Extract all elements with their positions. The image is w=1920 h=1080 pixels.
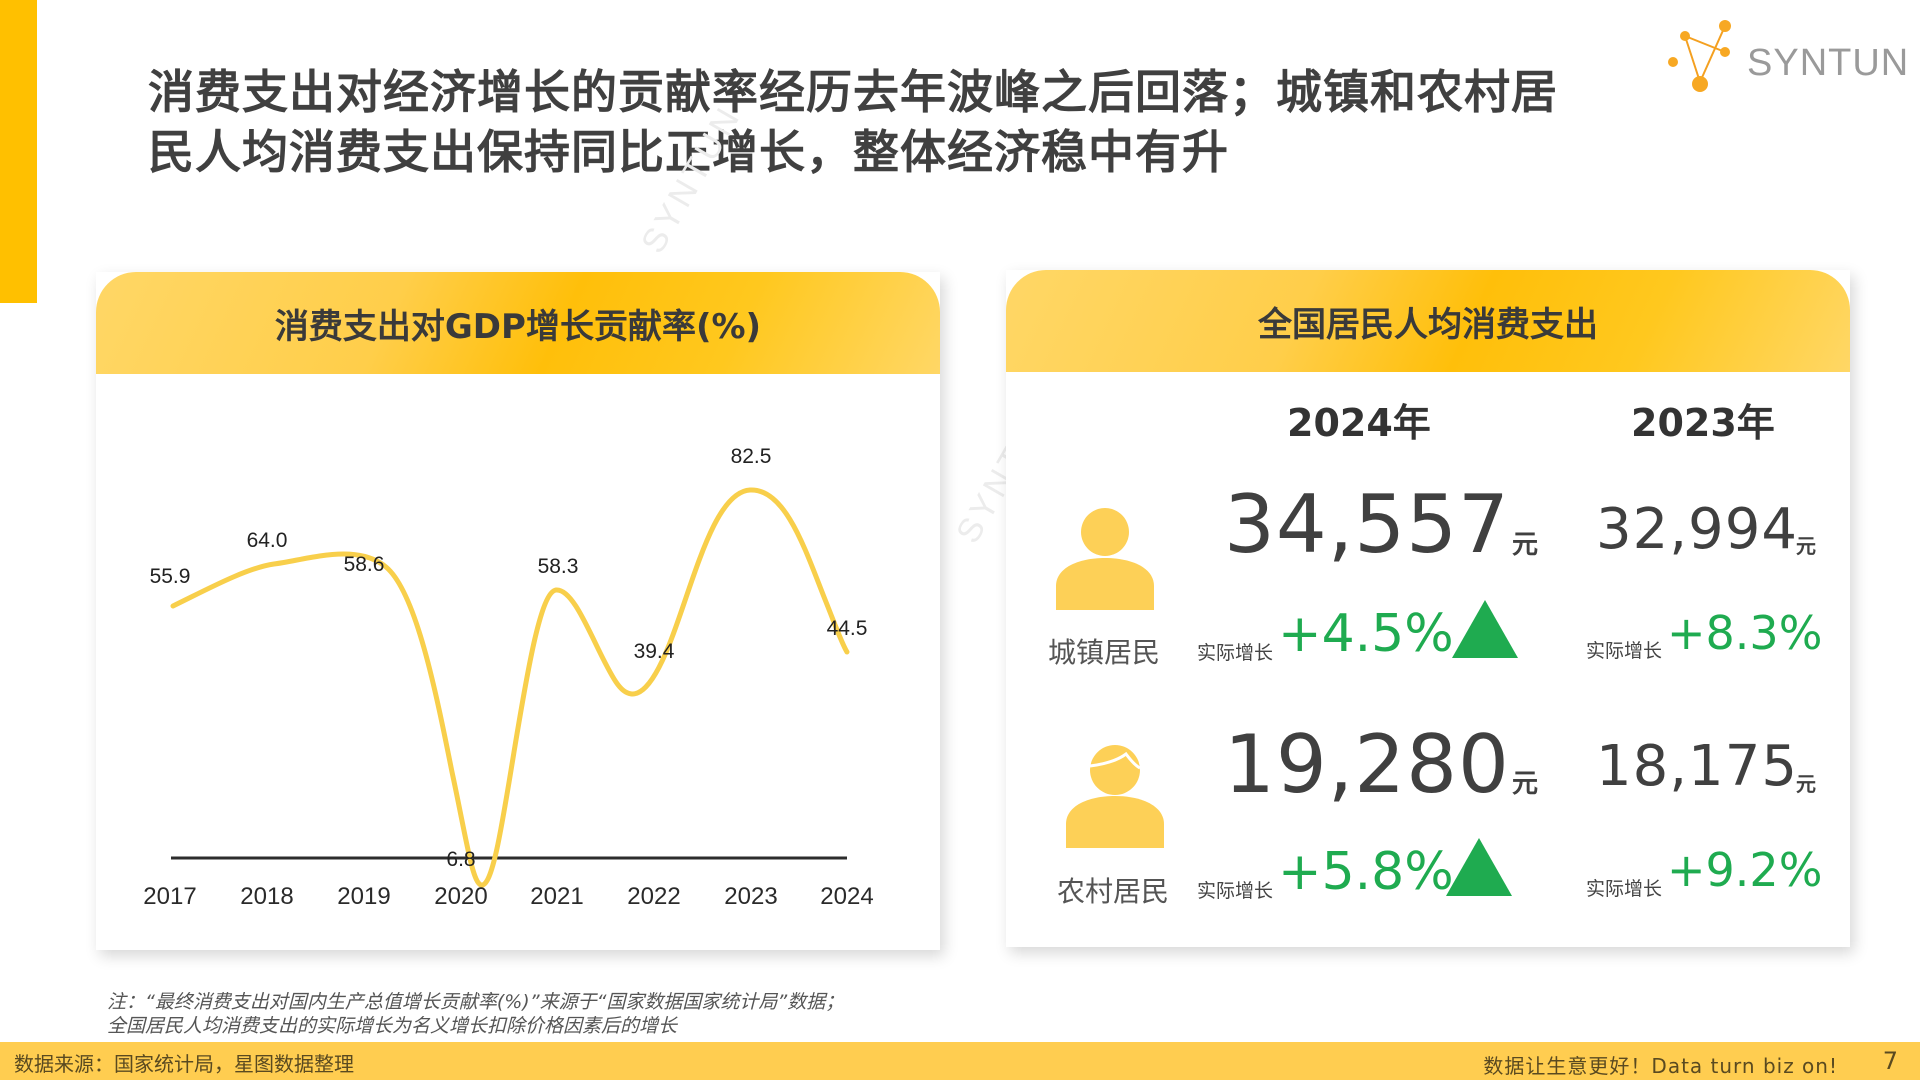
footer-bar: 数据来源：国家统计局，星图数据整理 数据让生意更好！Data turn biz … bbox=[0, 1042, 1920, 1080]
growth-label: 实际增长 bbox=[1586, 878, 1663, 900]
x-tick-label: 2021 bbox=[530, 883, 583, 910]
x-tick-label: 2024 bbox=[820, 883, 873, 910]
stats-title: 全国居民人均消费支出 bbox=[1258, 304, 1598, 345]
footnote: 注：“最终消费支出对国内生产总值增长贡献率(%)”来源于“国家数据国家统计局”数… bbox=[107, 990, 844, 1038]
unit-label: 元 bbox=[1512, 769, 1539, 799]
group-label-rural: 农村居民 bbox=[1057, 875, 1170, 908]
x-tick-label: 2020 bbox=[434, 883, 487, 910]
x-tick-label: 2023 bbox=[724, 883, 777, 910]
data-labels: 55.9 64.0 58.6 6.8 58.3 39.4 82.5 44.5 bbox=[150, 445, 868, 871]
x-tick-label: 2022 bbox=[627, 883, 680, 910]
chart-body bbox=[96, 374, 940, 950]
urban-value-2024: 34,557 bbox=[1224, 478, 1510, 571]
page-title-line1: 消费支出对经济增长的贡献率经历去年波峰之后回落；城镇和农村居 bbox=[148, 65, 1558, 119]
chart-title: 消费支出对GDP增长贡献率(%) bbox=[274, 306, 762, 347]
data-source: 数据来源：国家统计局，星图数据整理 bbox=[14, 1052, 354, 1076]
chart-card-header: 消费支出对GDP增长贡献率(%) bbox=[96, 272, 940, 374]
up-triangle-icon bbox=[1452, 600, 1518, 658]
person-icon bbox=[1056, 508, 1154, 610]
x-axis-labels: 2017 2018 2019 2020 2021 2022 2023 2024 bbox=[143, 883, 873, 910]
growth-label: 实际增长 bbox=[1197, 642, 1274, 664]
up-triangle-icon bbox=[1446, 838, 1512, 896]
contribution-line bbox=[170, 487, 850, 888]
network-nodes-icon bbox=[1668, 20, 1731, 92]
stats-body bbox=[1006, 372, 1850, 947]
growth-label: 实际增长 bbox=[1586, 640, 1663, 662]
data-label: 39.4 bbox=[634, 640, 675, 663]
data-label: 58.6 bbox=[344, 553, 385, 576]
data-label: 6.8 bbox=[446, 848, 475, 871]
accent-bar bbox=[0, 0, 37, 303]
x-tick-label: 2017 bbox=[143, 883, 196, 910]
x-tick-label: 2019 bbox=[337, 883, 390, 910]
data-label: 58.3 bbox=[538, 555, 579, 578]
logo-text: SYNTUN bbox=[1747, 42, 1910, 84]
rural-value-2024: 19,280 bbox=[1224, 718, 1510, 811]
syntun-logo: SYNTUN bbox=[1665, 14, 1908, 104]
page-title-line2: 民人均消费支出保持同比正增长，整体经济稳中有升 bbox=[148, 125, 1229, 179]
urban-growth-2023: +8.3% bbox=[1667, 606, 1823, 660]
page-number: 7 bbox=[1882, 1047, 1898, 1075]
unit-label: 元 bbox=[1512, 530, 1539, 560]
urban-value-2023: 32,994 bbox=[1596, 497, 1798, 562]
person-with-hair-icon bbox=[1066, 745, 1164, 848]
slogan: 数据让生意更好！Data turn biz on! bbox=[1483, 1054, 1838, 1078]
data-label: 55.9 bbox=[150, 565, 191, 588]
footnote-line1: 注：“最终消费支出对国内生产总值增长贡献率(%)”来源于“国家数据国家统计局”数… bbox=[107, 991, 845, 1013]
x-tick-label: 2018 bbox=[240, 883, 293, 910]
data-label: 82.5 bbox=[731, 445, 772, 468]
unit-label: 元 bbox=[1796, 772, 1816, 796]
urban-growth-2024: +4.5% bbox=[1278, 604, 1454, 664]
contribution-chart-card: 消费支出对GDP增长贡献率(%) 55.9 64.0 58.6 6.8 58.3… bbox=[96, 272, 940, 950]
column-header-2023: 2023年 bbox=[1631, 401, 1775, 445]
footnote-line2: 全国居民人均消费支出的实际增长为名义增长扣除价格因素后的增长 bbox=[107, 1015, 678, 1037]
rural-value-2023: 18,175 bbox=[1596, 734, 1798, 799]
stats-card-header: 全国居民人均消费支出 bbox=[1006, 270, 1850, 372]
column-header-2024: 2024年 bbox=[1287, 401, 1431, 445]
growth-label: 实际增长 bbox=[1197, 880, 1274, 902]
rural-growth-2024: +5.8% bbox=[1278, 842, 1454, 902]
page-title: 消费支出对经济增长的贡献率经历去年波峰之后回落；城镇和农村居 民人均消费支出保持… bbox=[148, 62, 1648, 182]
group-label-urban: 城镇居民 bbox=[1048, 636, 1161, 669]
data-label: 64.0 bbox=[247, 529, 288, 552]
data-label: 44.5 bbox=[827, 617, 868, 640]
rural-growth-2023: +9.2% bbox=[1667, 843, 1823, 897]
line-chart: 55.9 64.0 58.6 6.8 58.3 39.4 82.5 44.5 2… bbox=[143, 445, 873, 910]
unit-label: 元 bbox=[1796, 534, 1816, 558]
